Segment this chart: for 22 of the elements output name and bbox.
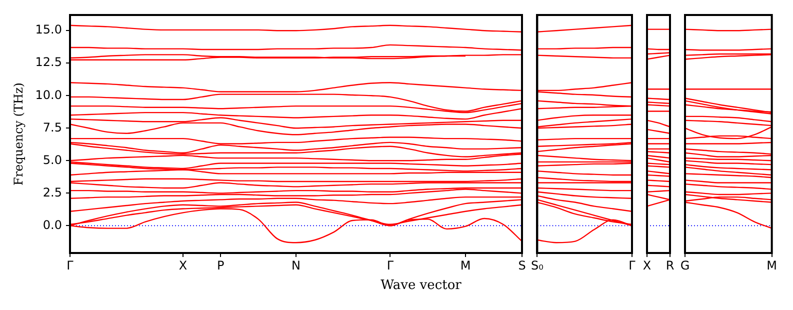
x-tick-label: R <box>666 258 674 272</box>
x-tick-label: X <box>178 258 188 272</box>
x-tick-label: G <box>680 258 690 272</box>
x-axis-title: Wave vector <box>380 278 462 293</box>
y-tick-label: 15.0 <box>35 22 62 37</box>
y-tick-label: 12.5 <box>35 55 62 70</box>
x-tick-label: S <box>518 258 526 272</box>
x-tick-label: M <box>766 258 778 272</box>
x-tick-label: S₀ <box>530 258 544 272</box>
x-tick-label: X <box>642 258 652 272</box>
y-tick-label: 5.0 <box>42 152 62 167</box>
y-tick-label: 7.5 <box>42 120 62 134</box>
y-tick-label: 0.0 <box>42 218 62 232</box>
x-tick-label: Γ <box>628 258 636 272</box>
x-tick-label: Γ <box>66 258 74 272</box>
x-tick-label: P <box>217 258 224 272</box>
y-tick-label: 10.0 <box>35 88 62 102</box>
y-axis-title: Frequency (THz) <box>11 82 26 186</box>
x-tick-label: Γ <box>386 258 394 272</box>
y-tick-label: 2.5 <box>42 185 62 200</box>
x-tick-label: M <box>460 258 471 272</box>
x-tick-label: N <box>292 258 300 272</box>
